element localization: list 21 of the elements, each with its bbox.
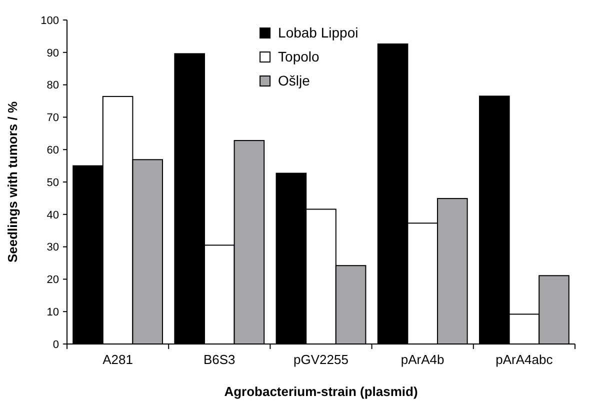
y-tick-label: 90 (46, 47, 59, 60)
y-tick-label: 70 (46, 112, 59, 124)
y-tick-label: 50 (46, 176, 59, 189)
x-tick-label: A281 (102, 352, 133, 367)
y-tick-label: 100 (40, 14, 59, 27)
y-tick-label: 0 (52, 338, 59, 351)
x-tick-label: pGV2255 (294, 352, 348, 367)
x-tick-label: pArA4b (400, 352, 444, 367)
y-tick-label: 60 (46, 144, 59, 156)
legend-label: Ošlje (278, 72, 310, 88)
y-tick-label: 80 (46, 80, 59, 92)
y-axis-title: Seedlings with tumors / % (5, 101, 20, 263)
legend-label: Lobab Lippoi (278, 24, 358, 40)
x-tick-label: pArA4abc (496, 352, 554, 367)
y-tick-label: 30 (46, 242, 59, 254)
legend-label: Topolo (278, 48, 320, 64)
y-tick-label: 10 (46, 306, 59, 318)
y-tick-label: 40 (46, 209, 59, 222)
x-axis-title: Agrobacterium-strain (plasmid) (224, 384, 418, 399)
x-tick-label: B6S3 (203, 352, 236, 367)
y-tick-label: 20 (46, 274, 59, 286)
